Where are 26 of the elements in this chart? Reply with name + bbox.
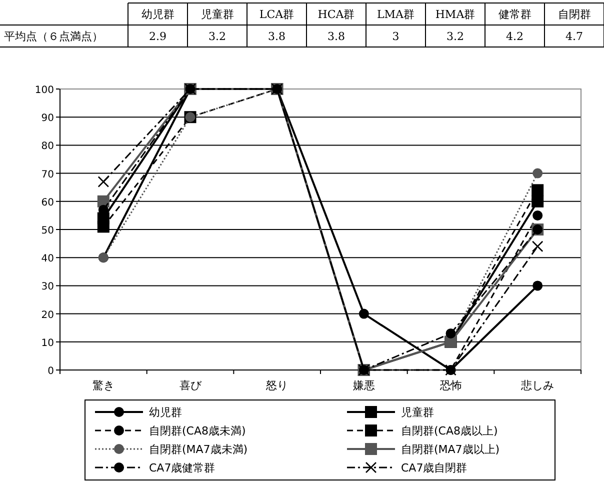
legend-label: 自閉群(CA8歳未満): [149, 424, 246, 438]
y-tick-label: 40: [41, 254, 54, 265]
legend-label: 児童群: [401, 406, 434, 419]
legend-label: 自閉群(MA7歳以上): [401, 443, 500, 456]
x-tick-label: 驚き: [92, 379, 114, 392]
y-tick-label: 70: [41, 169, 54, 180]
legend-label: 自閉群(CA8歳以上): [401, 424, 498, 438]
y-tick-label: 80: [41, 141, 54, 152]
y-tick-label: 20: [41, 310, 54, 321]
legend-label: CA7歳自閉群: [401, 462, 468, 474]
y-tick-label: 0: [48, 366, 54, 377]
legend-label: CA7歳健常群: [149, 462, 216, 474]
legend-label: 幼児群: [149, 406, 182, 419]
x-tick-label: 怒り: [265, 379, 288, 392]
y-tick-label: 50: [41, 226, 54, 236]
y-tick-label: 60: [41, 197, 54, 208]
x-tick-label: 喜び: [179, 379, 202, 392]
x-tick-label: 嫌悪: [352, 379, 375, 392]
x-tick-label: 恐怖: [438, 379, 462, 392]
y-tick-label: 100: [34, 85, 54, 96]
legend-label: 自閉群(MA7歳未満): [149, 443, 248, 456]
x-tick-label: 悲しみ: [520, 379, 554, 392]
table: 幼児群 児童群 LCA群 HCA群 LMA群 HMA群 健常群 自閉群 平均点（６点満点） 2.9 3.2 3.8 3.8 3 3.2 4.2 4.7: [0, 2, 604, 48]
y-tick-label: 90: [41, 113, 54, 124]
y-tick-label: 10: [41, 338, 54, 349]
y-tick-label: 30: [41, 282, 54, 293]
